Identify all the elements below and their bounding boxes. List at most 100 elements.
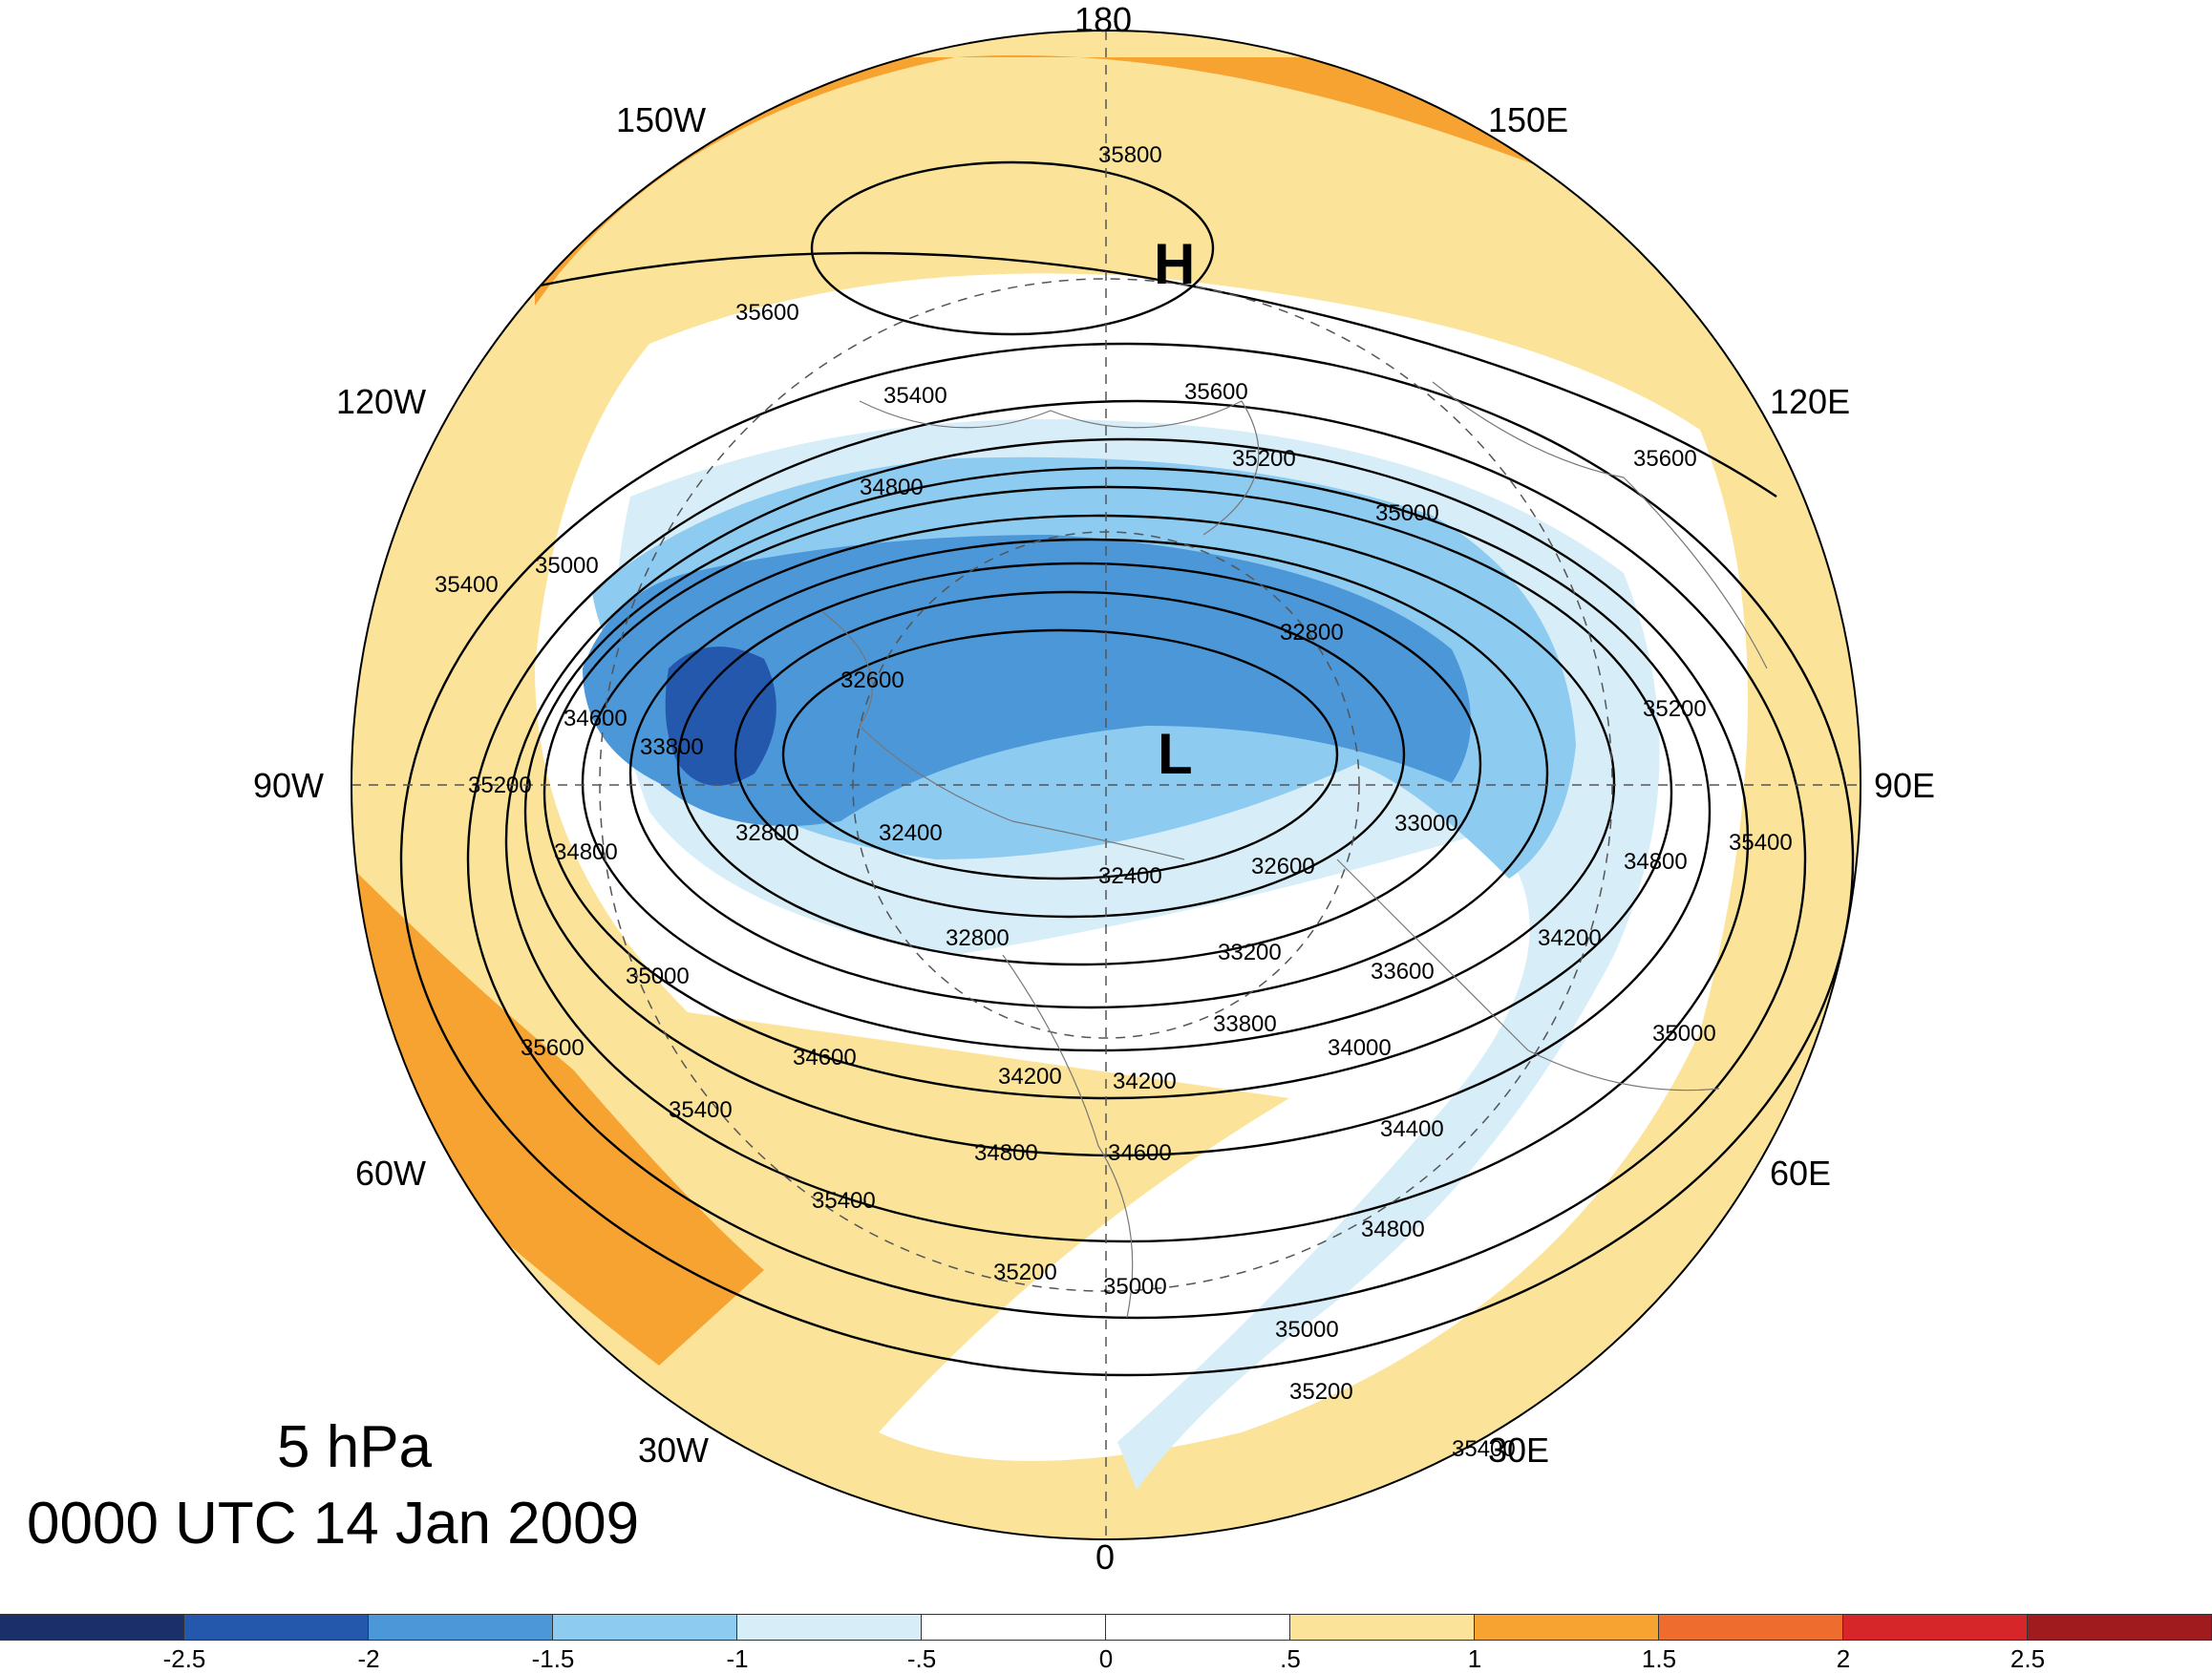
lon-label-30e: 30E xyxy=(1488,1430,1550,1470)
colorbar xyxy=(0,1614,2212,1641)
lon-label-90w: 90W xyxy=(253,766,325,805)
contour-label: 33800 xyxy=(640,734,704,760)
contour-label: 34200 xyxy=(998,1064,1062,1090)
colorbar-box-2 xyxy=(369,1614,553,1641)
lon-label-0: 0 xyxy=(1095,1537,1116,1577)
lon-label-150w: 150W xyxy=(616,100,707,139)
contour-label: 35600 xyxy=(1184,379,1248,405)
colorbar-label: 2 xyxy=(1836,1644,1851,1673)
contour-label: 34800 xyxy=(860,475,924,500)
contour-label: 33800 xyxy=(1213,1011,1277,1037)
colorbar-label: 2.5 xyxy=(2010,1644,2046,1673)
contour-label: 34200 xyxy=(1113,1069,1177,1094)
contour-label: 35400 xyxy=(669,1097,733,1123)
contour-label: 34800 xyxy=(1361,1217,1425,1242)
contour-35600 xyxy=(534,251,1777,498)
contour-35800 xyxy=(810,160,1215,336)
contour-label: 32400 xyxy=(1098,863,1162,889)
polar-stereographic-map: 35800 35600 35400 35600 35200 35600 35000 34800… xyxy=(351,30,1861,1540)
contour-label: 35400 xyxy=(435,572,499,598)
contour-label: 35800 xyxy=(1098,142,1162,168)
contour-35400 xyxy=(399,342,1855,1377)
high-pressure-center: H xyxy=(1154,232,1196,296)
contour-label: 34600 xyxy=(564,706,627,731)
contour-label: 35000 xyxy=(1652,1021,1716,1047)
contour-label: 35600 xyxy=(1633,446,1697,472)
contour-32600 xyxy=(734,590,1406,919)
contour-label: 33000 xyxy=(1394,811,1458,837)
contour-label: 34200 xyxy=(1538,925,1602,951)
contour-label: 35000 xyxy=(535,553,599,579)
colorbar-box-0 xyxy=(0,1614,184,1641)
contour-label: 35600 xyxy=(521,1035,585,1061)
contour-label: 33600 xyxy=(1371,959,1435,985)
contour-label: 35200 xyxy=(468,773,532,798)
contour-label: 34800 xyxy=(974,1140,1038,1166)
contour-label: 32800 xyxy=(1280,620,1344,646)
contour-label: 35600 xyxy=(735,300,799,326)
orange-anomaly-southwest xyxy=(351,859,764,1366)
colorbar-box-9 xyxy=(1659,1614,1843,1641)
colorbar-box-7 xyxy=(1290,1614,1475,1641)
lon-label-90e: 90E xyxy=(1874,766,1936,805)
colorbar-box-10 xyxy=(1843,1614,2028,1641)
contour-label: 34800 xyxy=(554,839,618,865)
contour-labels: 35800 35600 35400 35600 35200 35600 35000 34800… xyxy=(435,142,1793,1462)
colorbar-box-6 xyxy=(1106,1614,1290,1641)
contour-32800 xyxy=(676,562,1482,966)
colorbar-box-8 xyxy=(1475,1614,1659,1641)
contour-label: 35400 xyxy=(883,383,947,409)
colorbar-label: -2 xyxy=(357,1644,380,1673)
map-boundary xyxy=(351,30,1861,1540)
contour-label: 32600 xyxy=(840,667,904,693)
colorbar-box-5 xyxy=(922,1614,1106,1641)
contour-label: 34000 xyxy=(1328,1035,1392,1061)
lon-label-180: 180 xyxy=(1074,0,1133,39)
pressure-level-title: 5 hPa xyxy=(277,1414,433,1480)
colorbar-box-3 xyxy=(553,1614,737,1641)
contour-label: 35000 xyxy=(1103,1274,1167,1300)
lon-label-60w: 60W xyxy=(355,1154,427,1193)
colorbar-label: 1 xyxy=(1467,1644,1482,1673)
low-pressure-center: L xyxy=(1158,722,1193,786)
contour-label: 34400 xyxy=(1380,1116,1444,1142)
colorbar-label: -2.5 xyxy=(162,1644,206,1673)
lon-label-120w: 120W xyxy=(336,382,427,421)
colorbar-box-1 xyxy=(184,1614,369,1641)
geopotential-contours xyxy=(399,160,1855,1377)
strongest-blue-anomaly xyxy=(665,646,776,786)
contour-34800 xyxy=(523,466,1712,1157)
contour-label: 35400 xyxy=(1729,830,1793,856)
contour-35000 xyxy=(504,437,1750,1243)
colorbar-box-11 xyxy=(2028,1614,2212,1641)
contour-label: 35200 xyxy=(1232,446,1296,472)
contour-label: 32600 xyxy=(1251,854,1315,879)
contour-label: 32800 xyxy=(735,820,799,846)
colorbar-label: -.5 xyxy=(906,1644,937,1673)
contour-label: 34600 xyxy=(1108,1140,1172,1166)
contour-label: 35200 xyxy=(993,1260,1057,1285)
lon-label-60e: 60E xyxy=(1770,1154,1832,1193)
contour-label: 34600 xyxy=(793,1045,857,1070)
contour-label: 35200 xyxy=(1643,696,1707,722)
colorbar-label: 0 xyxy=(1098,1644,1114,1673)
contour-label: 35000 xyxy=(1275,1317,1339,1343)
valid-time-title: 0000 UTC 14 Jan 2009 xyxy=(27,1491,640,1557)
coastlines xyxy=(820,381,1768,1319)
contour-label: 35400 xyxy=(812,1188,876,1214)
contour-label: 32800 xyxy=(946,925,1010,951)
lon-label-120e: 120E xyxy=(1770,382,1851,421)
colorbar-label: -1 xyxy=(726,1644,749,1673)
contour-label: 35000 xyxy=(1375,500,1439,526)
anomaly-shading xyxy=(351,31,1861,1539)
lon-label-150e: 150E xyxy=(1488,100,1569,139)
lon-label-30w: 30W xyxy=(638,1430,710,1470)
contour-33200 xyxy=(628,538,1549,1009)
contour-label: 32400 xyxy=(879,820,943,846)
colorbar-labels: -2.5 -2 -1.5 -1 -.5 0 .5 1 1.5 2 2.5 xyxy=(0,1644,2212,1673)
contour-label: 35400 xyxy=(1452,1436,1516,1462)
colorbar-label: 1.5 xyxy=(1641,1644,1677,1673)
strong-blue-anomaly xyxy=(583,535,1471,826)
contour-label: 35200 xyxy=(1289,1379,1353,1405)
contour-label: 34800 xyxy=(1624,849,1688,875)
